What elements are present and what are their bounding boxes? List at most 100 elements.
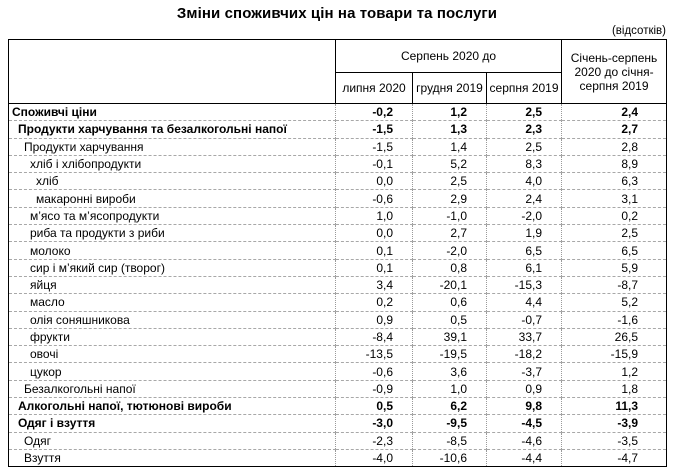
row-value: 5,9 (561, 259, 667, 277)
table-row: хліб 0,0 2,5 4,0 6,3 (8, 172, 667, 191)
table-row: сир і м’який сир (творог) 0,1 0,8 6,1 5,… (8, 259, 667, 277)
table-row: фрукти -8,4 39,1 33,7 26,5 (8, 328, 667, 347)
row-value: 2,5 (485, 138, 562, 156)
table-row: яйця 3,4 -20,1 -15,3 -8,7 (8, 276, 667, 295)
table-row: Продукти харчування -1,5 1,4 2,5 2,8 (8, 138, 667, 156)
row-label: Алкогольні напої, тютюнові вироби (8, 397, 336, 416)
row-value: 2,3 (485, 120, 562, 139)
column-header-aug2019: серпня 2019 (485, 72, 563, 104)
row-label: риба та продукти з риби (8, 224, 336, 243)
row-value: -0,6 (335, 362, 413, 381)
row-value: -3,5 (561, 432, 667, 450)
row-value: 1,2 (561, 362, 667, 381)
row-value: 1,3 (412, 120, 487, 139)
row-value: 0,5 (335, 397, 413, 416)
row-label: Безалкогольні напої (8, 380, 336, 399)
row-value: -0,1 (335, 155, 413, 174)
row-value: -1,5 (335, 138, 413, 156)
column-header-dec2019: грудня 2019 (412, 72, 487, 104)
row-label: хліб і хлібопродукти (8, 155, 336, 174)
row-value: 3,4 (335, 276, 413, 295)
row-value: 0,2 (561, 207, 667, 226)
table-row: Взуття -4,0 -10,6 -4,4 -4,7 (8, 449, 667, 468)
row-value: -8,5 (412, 432, 487, 450)
row-value: 2,7 (412, 224, 487, 243)
units-note: (відсотків) (611, 25, 666, 37)
row-label: Продукти харчування та безалкогольні нап… (8, 120, 336, 139)
consumer-price-table: Серпень 2020 до Січень-серпень 2020 до с… (8, 39, 668, 468)
row-label: Споживчі ціни (8, 103, 336, 122)
row-value: -3,0 (335, 414, 413, 433)
row-value: 0,5 (412, 311, 487, 329)
row-label: цукор (8, 362, 336, 381)
row-value: 0,9 (335, 311, 413, 329)
row-value: 1,4 (412, 138, 487, 156)
row-value: 0,9 (485, 380, 562, 399)
row-value: 2,5 (412, 172, 487, 191)
row-value: 2,8 (561, 138, 667, 156)
row-value: 2,5 (485, 103, 562, 122)
column-group-header: Серпень 2020 до (334, 39, 563, 73)
row-value: -4,6 (485, 432, 562, 450)
row-value: -15,3 (485, 276, 562, 295)
row-value: -13,5 (335, 345, 413, 364)
row-value: -8,7 (561, 276, 667, 295)
row-label: Одяг і взуття (8, 414, 336, 433)
column-header-july2020: липня 2020 (335, 72, 413, 104)
row-value: 1,8 (561, 380, 667, 399)
row-value: 6,5 (485, 241, 562, 260)
row-label: макаронні вироби (8, 189, 336, 208)
table-row: масло 0,2 0,6 4,4 5,2 (8, 293, 667, 312)
row-value: 0,1 (335, 259, 413, 277)
row-value: -3,7 (485, 362, 562, 381)
row-value: 8,9 (561, 155, 667, 174)
row-value: -19,5 (412, 345, 487, 364)
row-value: -0,6 (335, 189, 413, 208)
row-value: -1,5 (335, 120, 413, 139)
row-value: -4,4 (485, 449, 562, 468)
row-value: 3,1 (561, 189, 667, 208)
row-label: хліб (8, 172, 336, 191)
row-value: -2,3 (335, 432, 413, 450)
row-value: -9,5 (412, 414, 487, 433)
table-row: Споживчі ціни -0,2 1,2 2,5 2,4 (8, 103, 667, 122)
row-label: м’ясо та м’ясопродукти (8, 207, 336, 226)
table-row: цукор -0,6 3,6 -3,7 1,2 (8, 362, 667, 381)
row-value: 5,2 (561, 293, 667, 312)
row-value: 0,1 (335, 241, 413, 260)
row-value: -1,6 (561, 311, 667, 329)
row-value: -4,0 (335, 449, 413, 468)
row-value: 0,0 (335, 224, 413, 243)
table-row: Безалкогольні напої -0,9 1,0 0,9 1,8 (8, 380, 667, 399)
row-label: Взуття (8, 449, 336, 468)
row-value: 6,3 (561, 172, 667, 191)
row-label: овочі (8, 345, 336, 364)
row-value: 1,9 (485, 224, 562, 243)
corner-cell (8, 39, 336, 104)
table-row: м’ясо та м’ясопродукти 1,0 -1,0 -2,0 0,2 (8, 207, 667, 226)
row-value: 4,0 (485, 172, 562, 191)
page-title: Зміни споживчих цін на товари та послуги (176, 5, 498, 22)
table-row: макаронні вироби -0,6 2,9 2,4 3,1 (8, 189, 667, 208)
row-value: 1,0 (335, 207, 413, 226)
row-value: -2,0 (485, 207, 562, 226)
row-label: Одяг (8, 432, 336, 450)
row-value: 1,2 (412, 103, 487, 122)
row-value: 8,3 (485, 155, 562, 174)
period-column-header: Січень-серпень 2020 до січня-серпня 2019 (561, 39, 668, 104)
row-value: 0,6 (412, 293, 487, 312)
row-value: -18,2 (485, 345, 562, 364)
row-label: олія соняшникова (8, 311, 336, 329)
table-row: Одяг -2,3 -8,5 -4,6 -3,5 (8, 432, 667, 450)
row-value: -15,9 (561, 345, 667, 364)
table-row: молоко 0,1 -2,0 6,5 6,5 (8, 241, 667, 260)
row-label: сир і м’який сир (творог) (8, 259, 336, 277)
row-value: -4,5 (485, 414, 562, 433)
row-value: -1,0 (412, 207, 487, 226)
row-value: 0,0 (335, 172, 413, 191)
row-value: 2,9 (412, 189, 487, 208)
row-value: 3,6 (412, 362, 487, 381)
table-row: риба та продукти з риби 0,0 2,7 1,9 2,5 (8, 224, 667, 243)
row-value: -0,7 (485, 311, 562, 329)
